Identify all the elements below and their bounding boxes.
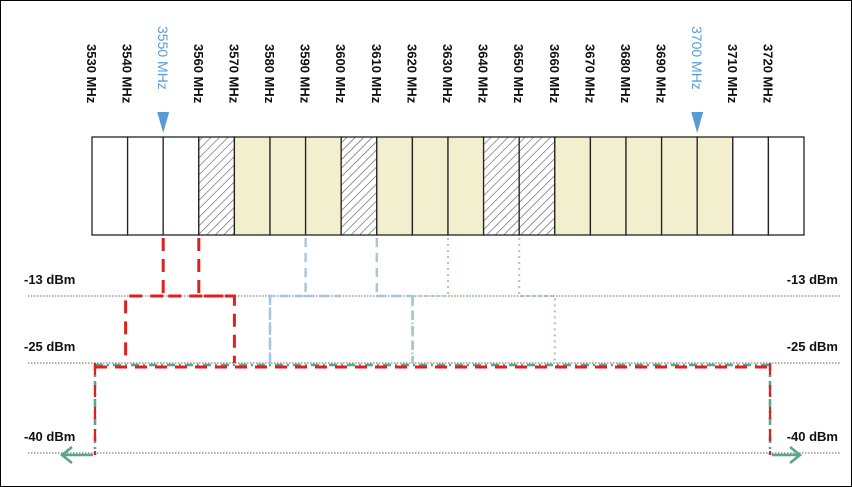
marker-arrow-2 xyxy=(691,112,704,133)
channel-cell-10 xyxy=(411,136,449,236)
level-label-right: -25 dBm xyxy=(787,339,838,354)
freq-label: 3720 MHz xyxy=(760,44,775,104)
power-levels: -13 dBm -13 dBm -25 dBm -25 dBm -40 dBm -40 d… xyxy=(24,272,840,454)
channel-cell-2 xyxy=(126,136,164,236)
channel-cell-8 xyxy=(340,136,378,236)
channel-cell-4 xyxy=(198,136,236,236)
channel-cell-1 xyxy=(91,136,129,236)
freq-label: 3560 MHz xyxy=(191,44,206,104)
freq-label: 3680 MHz xyxy=(618,44,633,104)
emission-masks xyxy=(59,238,803,465)
freq-label: 3630 MHz xyxy=(440,44,455,104)
channel-cell-15 xyxy=(589,136,627,236)
freq-label: 3710 MHz xyxy=(725,44,740,104)
freq-label: 3590 MHz xyxy=(298,44,313,104)
mask-blue-sides xyxy=(268,296,414,363)
freq-label: 3670 MHz xyxy=(582,44,597,104)
mask-red xyxy=(124,238,236,363)
freq-label: 3640 MHz xyxy=(476,44,491,104)
freq-label: 3620 MHz xyxy=(404,44,419,104)
channel-cell-18 xyxy=(696,136,734,236)
mask-green xyxy=(411,238,556,363)
marker-arrow-1 xyxy=(157,112,170,133)
mask-blue xyxy=(268,238,414,363)
channel-cell-19 xyxy=(732,136,770,236)
channel-cell-5 xyxy=(233,136,271,236)
level-label-right: -13 dBm xyxy=(787,272,838,287)
right-arrow-icon xyxy=(772,445,803,465)
channel-cell-20 xyxy=(767,136,805,236)
freq-label: 3690 MHz xyxy=(654,44,669,104)
channel-cell-13 xyxy=(518,136,556,236)
channel-cell-3 xyxy=(162,136,200,236)
channel-cell-7 xyxy=(304,136,342,236)
level-label-left: -40 dBm xyxy=(24,429,75,444)
freq-label: 3580 MHz xyxy=(262,44,277,104)
freq-label: 3700 MHz xyxy=(689,26,705,90)
freq-label: 3540 MHz xyxy=(120,44,135,104)
channel-cell-11 xyxy=(447,136,485,236)
level-label-left: -13 dBm xyxy=(24,272,75,287)
freq-label: 3550 MHz xyxy=(155,26,171,90)
level-label-right: -40 dBm xyxy=(787,429,838,444)
channel-cell-6 xyxy=(269,136,307,236)
left-arrow-icon xyxy=(59,445,93,465)
freq-label: 3650 MHz xyxy=(511,44,526,104)
mask-red-sides xyxy=(93,363,772,455)
freq-label: 3600 MHz xyxy=(333,44,348,104)
channel-bar xyxy=(91,136,805,236)
level-label-left: -25 dBm xyxy=(24,339,75,354)
freq-label: 3660 MHz xyxy=(547,44,562,104)
mask-teal-sides xyxy=(93,363,772,455)
channel-cell-16 xyxy=(625,136,663,236)
freq-label: 3530 MHz xyxy=(84,44,99,104)
channel-cell-17 xyxy=(660,136,698,236)
frequency-labels: 3530 MHz 3540 MHz 3550 MHz 3560 MHz 3570 MHz… xyxy=(84,26,775,104)
channel-cell-14 xyxy=(554,136,592,236)
channel-cell-12 xyxy=(482,136,520,236)
freq-label: 3610 MHz xyxy=(369,44,384,104)
frequency-markers xyxy=(157,112,704,133)
freq-label: 3570 MHz xyxy=(226,44,241,104)
channel-cell-9 xyxy=(376,136,414,236)
